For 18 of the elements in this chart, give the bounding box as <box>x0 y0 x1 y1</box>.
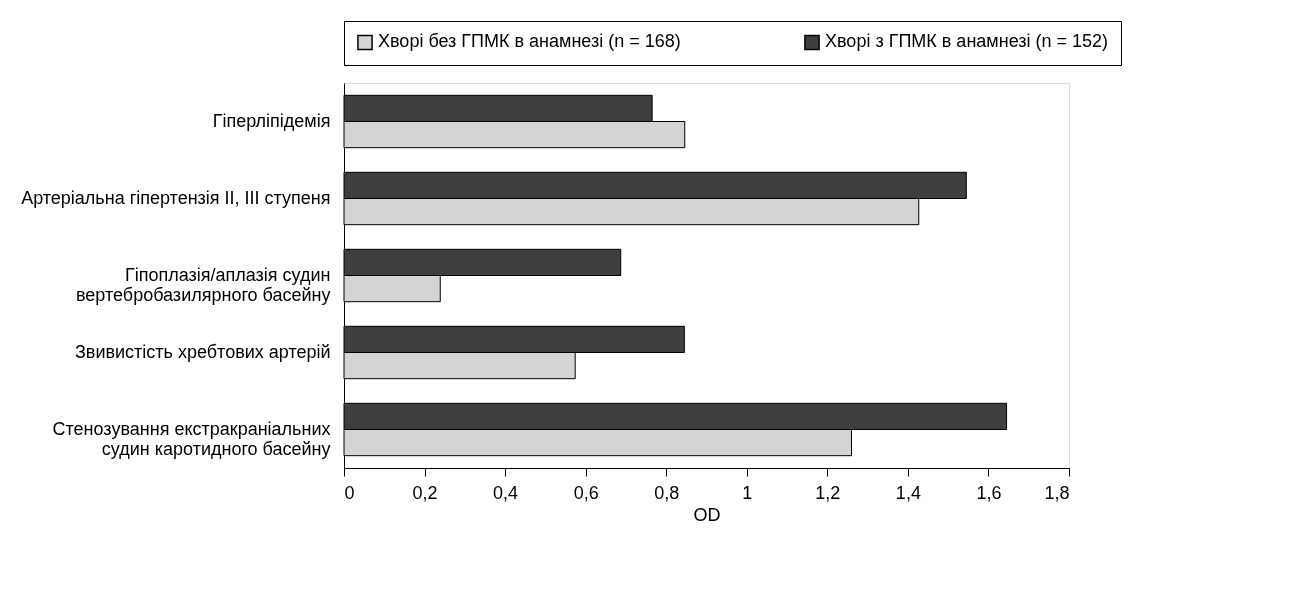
x-tick-label: 1,6 <box>976 482 1002 503</box>
y-tick-label: Гіперліпідемія <box>212 110 331 131</box>
x-tick-label: 0,4 <box>493 482 519 503</box>
x-tick-label: 0 <box>344 482 355 503</box>
x-tick-label: 0,2 <box>412 482 438 503</box>
x-tick-label: 1,4 <box>895 482 921 503</box>
x-tick-label: 1,2 <box>815 482 841 503</box>
y-tick-label: Звивистість хребтових артерій <box>74 341 331 362</box>
y-tick-label: Артеріальна гіпертензія II, III ступеня <box>21 187 331 208</box>
y-tick-label: Стенозування екстракраніальних судин каротидного басейну <box>52 418 331 459</box>
x-tick-label: 0,6 <box>573 482 599 503</box>
x-tick-label: 1 <box>742 482 753 503</box>
x-tick-label: 1,8 <box>1044 482 1070 503</box>
legend-label: Хворі з ГПМК в анамнезі (n = 152) <box>825 31 1109 52</box>
y-tick-label: Гіпоплазія/аплазія судин вертебробазилярного басейну <box>76 264 331 305</box>
x-tick-label: 0,8 <box>654 482 680 503</box>
x-axis-title: OD <box>693 504 721 525</box>
legend-label: Хворі без ГПМК в анамнезі (n = 168) <box>378 31 681 52</box>
